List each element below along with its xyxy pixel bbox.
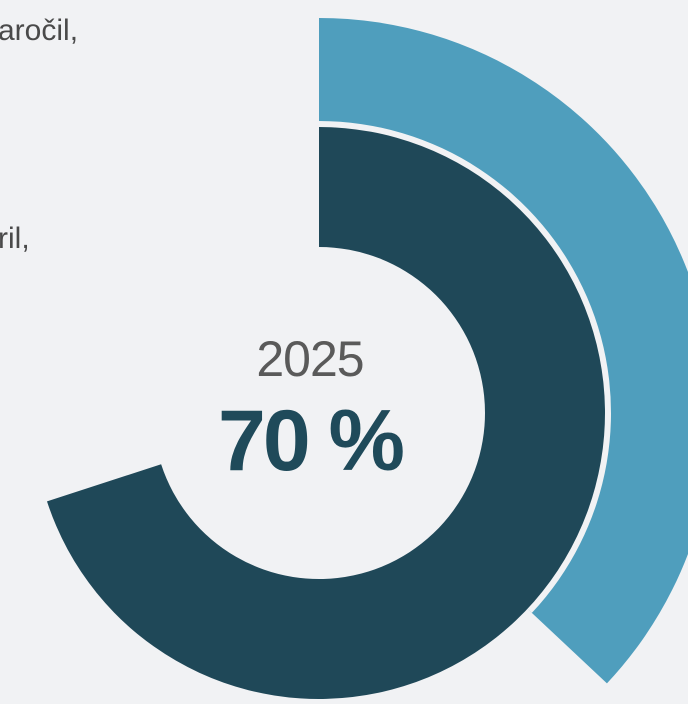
donut-slice-outer [319, 18, 688, 684]
chart-center-value: 70 % [217, 393, 405, 489]
donut-slice-main [46, 127, 605, 699]
chart-center-year: 2025 [256, 331, 364, 387]
side-text-line-2: ril, [0, 222, 30, 255]
side-text-line-1: aročil, [0, 14, 79, 47]
